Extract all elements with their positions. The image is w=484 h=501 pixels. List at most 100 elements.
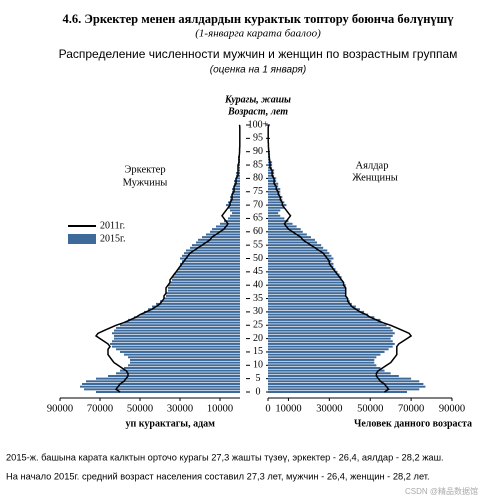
age-label: 70: [253, 199, 263, 210]
bar-male: [174, 273, 240, 276]
bar-female: [268, 326, 391, 329]
bar-male: [172, 276, 240, 279]
bar-male: [116, 348, 240, 351]
bar-male: [220, 222, 240, 225]
bar-male: [80, 385, 240, 388]
bar-female: [268, 214, 281, 217]
bar-male: [168, 286, 240, 289]
bar-female: [268, 278, 342, 281]
bar-female: [268, 276, 342, 279]
bar-male: [128, 356, 240, 359]
bar-female: [268, 182, 279, 185]
bar-female: [268, 377, 412, 380]
bar-female: [268, 321, 383, 324]
bar-male: [210, 230, 240, 233]
bar-female: [268, 174, 275, 177]
bar-female: [268, 228, 301, 231]
bar-female: [268, 289, 346, 292]
bar-female: [268, 244, 322, 247]
bar-female: [268, 353, 381, 356]
bar-male: [148, 308, 240, 311]
age-label: 100+: [248, 119, 269, 130]
bar-female: [268, 329, 393, 332]
chart-subtitle: (1-январга карата баалоо): [195, 28, 321, 40]
bar-male: [86, 380, 240, 383]
bar-female: [268, 366, 381, 369]
bar-male: [130, 361, 240, 364]
bar-female: [268, 348, 389, 351]
bar-female: [268, 284, 346, 287]
bar-female: [268, 281, 344, 284]
age-label: 50: [253, 253, 263, 264]
bar-female: [268, 337, 391, 340]
bar-female: [268, 356, 377, 359]
bar-female: [268, 316, 375, 319]
bar-female: [268, 252, 330, 255]
x-tick-label: 70000: [87, 403, 113, 414]
bar-male: [198, 238, 240, 241]
bar-female: [268, 233, 307, 236]
bar-male: [96, 377, 240, 380]
bar-male: [216, 225, 240, 228]
bar-male: [120, 324, 240, 327]
bar-female: [268, 193, 281, 196]
x-tick-label: 10000: [275, 403, 301, 414]
x-tick-label: 90000: [47, 403, 73, 414]
chart-subtitle-ru: (оценка на 1 января): [210, 65, 306, 76]
bar-male: [228, 217, 240, 220]
chart-title: 4.6. Эркектер менен аялдардын курактык т…: [63, 12, 455, 26]
bar-female: [268, 230, 303, 233]
bar-male: [164, 297, 240, 300]
age-label: 85: [253, 159, 263, 170]
bar-female: [268, 350, 385, 353]
bar-male: [160, 300, 240, 303]
bar-female: [268, 212, 279, 215]
legend-label: 2015г.: [100, 233, 125, 244]
bar-male: [112, 345, 240, 348]
bar-female: [268, 302, 352, 305]
bar-male: [128, 364, 240, 367]
note: 2015-ж. башына карата калктын орточо кур…: [6, 452, 444, 462]
age-label: Курагы, жашы: [224, 94, 291, 105]
bar-male: [112, 340, 240, 343]
bar-male: [124, 353, 240, 356]
bar-female: [268, 209, 281, 212]
bar-male: [232, 190, 240, 193]
left-label-ru: Мужчины: [123, 177, 168, 188]
bar-male: [234, 180, 240, 183]
age-label: 95: [253, 133, 263, 144]
bar-male: [202, 236, 240, 239]
age-label: 0: [256, 386, 261, 397]
bar-male: [134, 316, 240, 319]
bar-female: [268, 292, 346, 295]
bar-female: [268, 220, 289, 223]
bar-female: [268, 390, 408, 394]
x-tick-label: 0: [265, 403, 270, 414]
bar-female: [268, 222, 293, 225]
bar-male: [144, 310, 240, 313]
bar-female: [268, 380, 420, 383]
bar-male: [116, 326, 240, 329]
bar-female: [268, 369, 385, 372]
watermark: CSDN @精品数据馆: [405, 486, 478, 496]
bar-female: [268, 324, 387, 327]
age-label: 15: [253, 346, 263, 357]
bar-male: [120, 369, 240, 372]
bar-female: [268, 342, 395, 345]
right-label: Аялдар: [356, 160, 389, 171]
bar-male: [180, 265, 240, 268]
bar-female: [268, 332, 395, 335]
bar-male: [192, 244, 240, 247]
bar-female: [268, 297, 348, 300]
bar-male: [230, 214, 240, 217]
line-female: [267, 124, 413, 393]
age-label: 25: [253, 320, 263, 331]
bar-male: [230, 196, 240, 199]
age-label: 10: [253, 360, 263, 371]
bar-female: [268, 286, 346, 289]
bar-female: [268, 169, 275, 172]
chart-title-ru: Распределение численности мужчин и женщи…: [59, 47, 458, 61]
bar-male: [168, 284, 240, 287]
bar-male: [172, 278, 240, 281]
bar-female: [268, 294, 346, 297]
